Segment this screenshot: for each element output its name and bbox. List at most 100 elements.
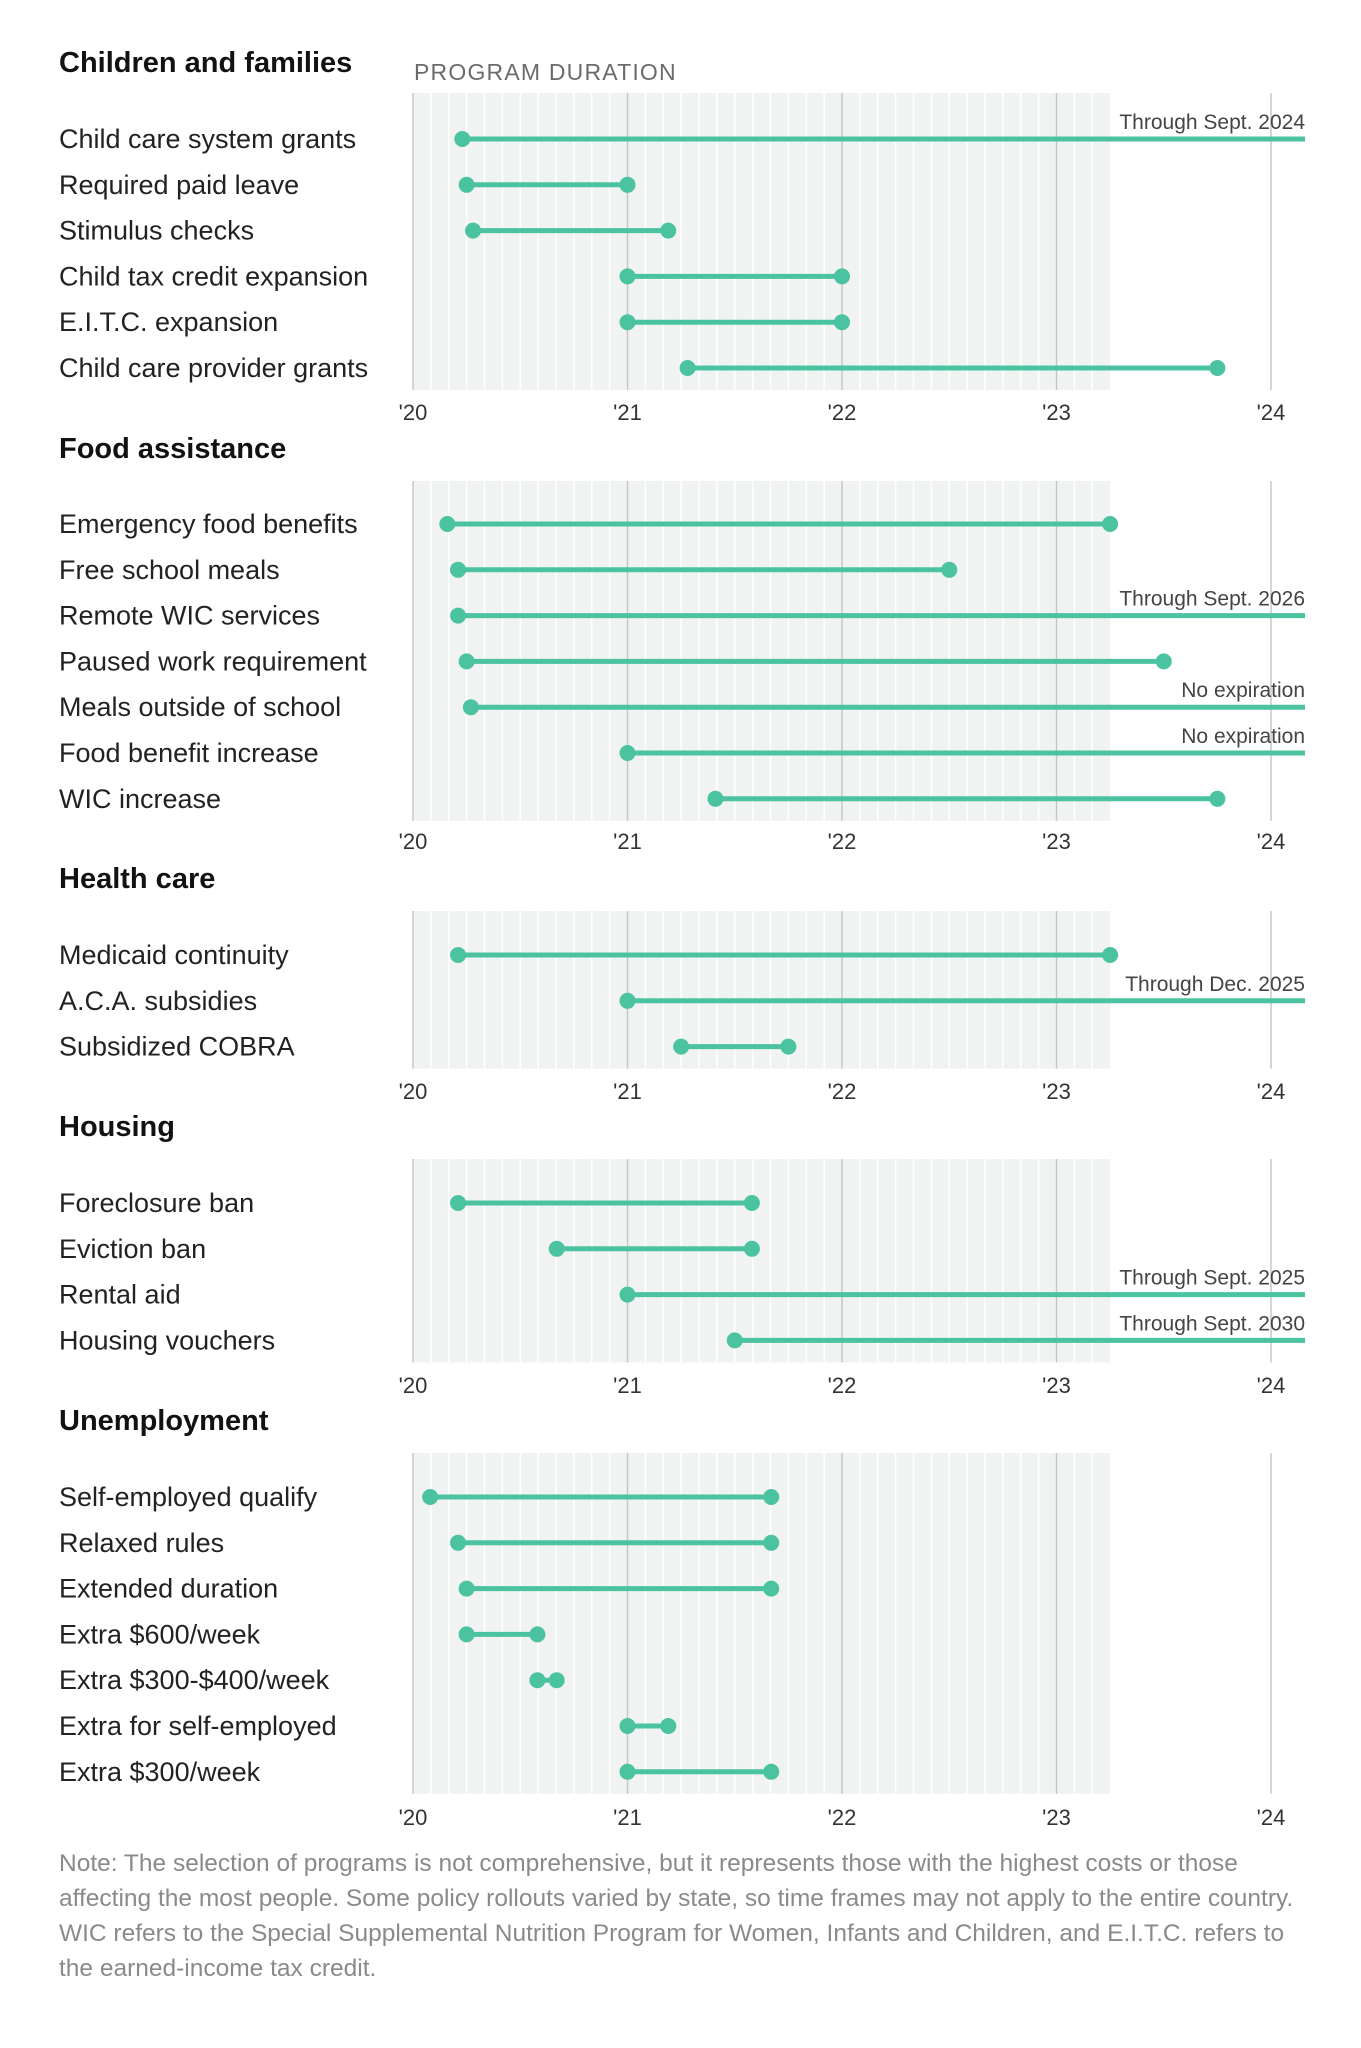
end-dot [763, 1580, 780, 1597]
row-label: Rental aid [59, 1280, 181, 1310]
row-label: Extra $300-$400/week [59, 1665, 330, 1695]
x-tick-label: '20 [399, 1079, 428, 1104]
section-title: Unemployment [59, 1405, 269, 1437]
end-annotation: No expiration [1181, 725, 1305, 748]
row-label: Medicaid continuity [59, 940, 289, 970]
row-label: Self-employed qualify [59, 1482, 318, 1512]
section-title: Housing [59, 1111, 175, 1143]
start-dot [454, 131, 471, 147]
row-label: Required paid leave [59, 170, 299, 200]
start-dot [619, 268, 636, 285]
x-tick-label: '22 [828, 400, 857, 425]
end-dot [763, 1489, 780, 1505]
row-label: A.C.A. subsidies [59, 986, 257, 1016]
start-dot [458, 1626, 475, 1643]
x-tick-label: '23 [1042, 1079, 1071, 1104]
x-tick-label: '24 [1257, 1079, 1286, 1104]
end-dot [834, 314, 850, 331]
end-dot [1102, 947, 1119, 963]
start-dot [458, 653, 475, 670]
row-label: Subsidized COBRA [59, 1032, 295, 1062]
start-dot [450, 607, 467, 624]
start-dot [619, 992, 636, 1009]
end-dot [743, 1195, 760, 1211]
x-tick-label: '24 [1257, 1373, 1286, 1398]
end-dot [1209, 360, 1226, 376]
end-dot [660, 1718, 677, 1734]
start-dot [619, 1286, 636, 1303]
x-tick-label: '20 [399, 1805, 428, 1830]
row-label: Emergency food benefits [59, 509, 358, 539]
x-tick-label: '24 [1257, 1805, 1286, 1830]
row-label: Housing vouchers [59, 1325, 275, 1355]
x-tick-label: '23 [1042, 1805, 1071, 1830]
end-dot [1102, 516, 1119, 532]
row-label: Extra for self-employed [59, 1711, 337, 1741]
x-tick-label: '20 [399, 829, 428, 854]
end-dot [529, 1626, 546, 1643]
section-title: Food assistance [59, 433, 286, 465]
end-annotation: Through Sept. 2025 [1119, 1267, 1305, 1290]
row-label: E.I.T.C. expansion [59, 307, 278, 337]
start-dot [422, 1489, 439, 1505]
row-label: Extra $300/week [59, 1757, 261, 1787]
x-tick-label: '24 [1257, 400, 1286, 425]
end-dot [763, 1763, 780, 1780]
x-tick-label: '23 [1042, 829, 1071, 854]
row-label: Extended duration [59, 1574, 278, 1604]
end-dot [763, 1534, 780, 1551]
end-annotation: Through Sept. 2024 [1119, 111, 1305, 134]
x-tick-label: '22 [828, 1079, 857, 1104]
x-tick-label: '20 [399, 1373, 428, 1398]
end-annotation: Through Dec. 2025 [1125, 973, 1305, 996]
row-label: Meals outside of school [59, 692, 341, 722]
plot-background [413, 481, 1111, 821]
start-dot [619, 1718, 636, 1734]
end-dot [1155, 653, 1172, 670]
x-tick-label: '22 [828, 829, 857, 854]
plot-background [413, 93, 1111, 390]
start-dot [619, 745, 636, 761]
section-title: Children and families [59, 47, 352, 79]
row-label: Extra $600/week [59, 1619, 261, 1649]
end-dot [941, 561, 958, 578]
end-dot [834, 268, 850, 285]
plot-background [413, 911, 1111, 1069]
program-duration-header: PROGRAM DURATION [414, 59, 677, 85]
x-tick-label: '22 [828, 1373, 857, 1398]
row-label: Remote WIC services [59, 601, 320, 631]
start-dot [462, 699, 479, 716]
row-label: Food benefit increase [59, 738, 319, 768]
start-dot [458, 1580, 475, 1597]
x-tick-label: '21 [613, 1079, 642, 1104]
row-label: Relaxed rules [59, 1528, 224, 1558]
x-tick-label: '21 [613, 1805, 642, 1830]
row-label: Foreclosure ban [59, 1188, 254, 1218]
start-dot [439, 516, 456, 532]
start-dot [726, 1332, 743, 1349]
start-dot [619, 1763, 636, 1780]
start-dot [458, 176, 475, 193]
footnote: Note: The selection of programs is not c… [59, 1850, 1294, 1982]
start-dot [548, 1240, 565, 1257]
row-label: Child care provider grants [59, 353, 368, 383]
end-dot [660, 222, 677, 239]
row-label: Eviction ban [59, 1234, 206, 1264]
x-tick-label: '22 [828, 1805, 857, 1830]
start-dot [673, 1038, 690, 1055]
row-label: WIC increase [59, 784, 221, 814]
end-annotation: No expiration [1181, 679, 1305, 702]
end-annotation: Through Sept. 2026 [1119, 588, 1305, 611]
start-dot [529, 1672, 546, 1689]
row-label: Child care system grants [59, 124, 356, 154]
end-dot [548, 1672, 565, 1689]
start-dot [707, 790, 724, 807]
end-dot [1209, 790, 1226, 807]
start-dot [465, 222, 482, 239]
plot-background [413, 1453, 1111, 1794]
x-tick-label: '24 [1257, 829, 1286, 854]
x-tick-label: '23 [1042, 1373, 1071, 1398]
start-dot [679, 360, 696, 376]
start-dot [619, 314, 636, 331]
